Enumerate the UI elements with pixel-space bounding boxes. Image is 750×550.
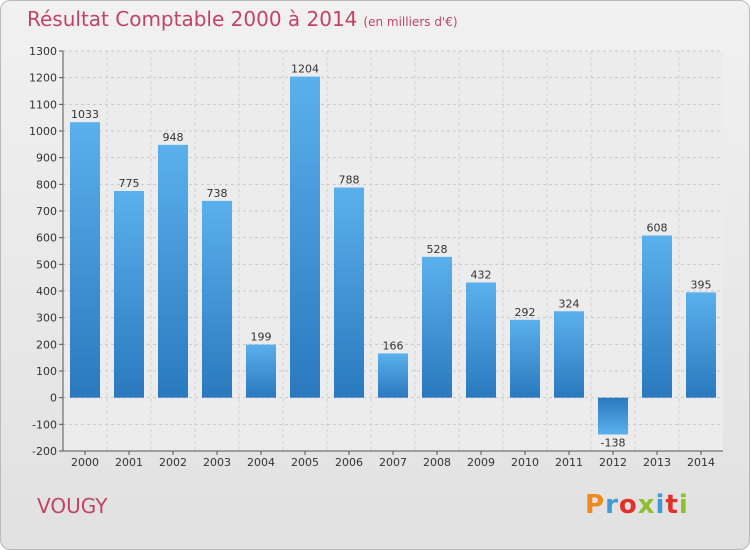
bar-2001: [114, 191, 144, 398]
logo-letter: r: [605, 490, 619, 520]
y-tick-label: 300: [36, 312, 57, 325]
x-tick-label: 2010: [511, 456, 539, 469]
logo-letter: i: [655, 490, 666, 520]
bar-2000: [70, 122, 100, 398]
bar-value-label: -138: [601, 436, 626, 449]
y-tick-label: -100: [32, 418, 57, 431]
bar-2004: [246, 344, 276, 398]
y-tick-label: 100: [36, 365, 57, 378]
y-tick-label: 800: [36, 178, 57, 191]
x-tick-label: 2002: [159, 456, 187, 469]
bar-value-label: 608: [647, 222, 668, 235]
logo-letter: o: [618, 490, 638, 520]
x-tick-label: 2013: [643, 456, 671, 469]
y-tick-label: 400: [36, 285, 57, 298]
bar-2002: [158, 144, 188, 398]
bar-value-label: 199: [251, 331, 272, 344]
bar-value-label: 292: [515, 306, 536, 319]
x-tick-label: 2009: [467, 456, 495, 469]
bar-value-label: 1204: [291, 63, 319, 76]
y-tick-label: -200: [32, 445, 57, 458]
bar-2005: [290, 76, 320, 398]
x-tick-label: 2011: [555, 456, 583, 469]
bar-2011: [554, 311, 584, 398]
bar-value-label: 528: [427, 243, 448, 256]
logo-letter: x: [637, 490, 656, 520]
commune-name: VOUGY: [37, 494, 108, 518]
x-tick-label: 2004: [247, 456, 275, 469]
x-tick-label: 2000: [71, 456, 99, 469]
y-tick-label: 200: [36, 338, 57, 351]
bar-2006: [334, 187, 364, 398]
bar-value-label: 738: [207, 187, 228, 200]
bar-value-label: 1033: [71, 108, 99, 121]
bar-value-label: 775: [119, 177, 140, 190]
x-tick-label: 2005: [291, 456, 319, 469]
y-tick-label: 600: [36, 232, 57, 245]
bar-value-label: 395: [691, 278, 712, 291]
logo-letter: i: [678, 490, 689, 520]
bar-2003: [202, 200, 232, 398]
bar-2013: [642, 235, 672, 398]
y-tick-label: 700: [36, 205, 57, 218]
y-tick-label: 1000: [29, 125, 57, 138]
bar-2010: [510, 319, 540, 398]
x-tick-label: 2006: [335, 456, 363, 469]
y-tick-label: 900: [36, 152, 57, 165]
title-unit: (en milliers d'€): [363, 15, 458, 29]
x-tick-label: 2003: [203, 456, 231, 469]
bar-value-label: 324: [559, 297, 580, 310]
bar-value-label: 948: [163, 131, 184, 144]
bar-value-label: 788: [339, 174, 360, 187]
logo-letter: P: [585, 490, 606, 520]
x-tick-label: 2008: [423, 456, 451, 469]
x-tick-label: 2001: [115, 456, 143, 469]
x-tick-label: 2014: [687, 456, 715, 469]
proxiti-logo: Proxiti: [585, 490, 689, 520]
bar-value-label: 166: [383, 339, 404, 352]
bar-2007: [378, 353, 408, 398]
title-main: Résultat Comptable 2000 à 2014: [27, 7, 358, 31]
x-tick-label: 2007: [379, 456, 407, 469]
chart-title: Résultat Comptable 2000 à 2014 (en millie…: [27, 7, 458, 31]
bar-2014: [686, 292, 716, 398]
logo-letter: t: [665, 490, 679, 520]
bar-2012: [598, 397, 628, 435]
y-tick-label: 1100: [29, 98, 57, 111]
bar-value-label: 432: [471, 268, 492, 281]
y-tick-label: 500: [36, 258, 57, 271]
bar-2008: [422, 256, 452, 398]
y-tick-label: 1300: [29, 45, 57, 58]
y-tick-label: 0: [50, 392, 57, 405]
y-tick-label: 1200: [29, 72, 57, 85]
x-tick-label: 2012: [599, 456, 627, 469]
bar-2009: [466, 282, 496, 398]
